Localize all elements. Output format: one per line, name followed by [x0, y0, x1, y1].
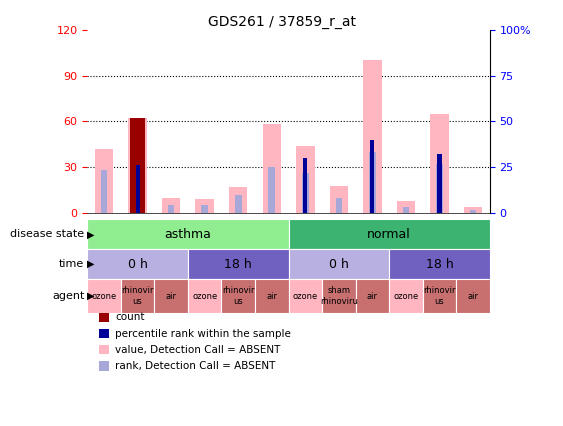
Bar [370, 140, 374, 213]
Bar [235, 195, 242, 213]
Bar [389, 279, 423, 313]
Bar [389, 249, 490, 279]
Bar [87, 249, 188, 279]
Bar [195, 199, 214, 213]
Bar [269, 167, 275, 213]
Bar [101, 170, 108, 213]
Text: rank, Detection Call = ABSENT: rank, Detection Call = ABSENT [115, 361, 276, 371]
Bar [128, 118, 147, 213]
Bar [121, 279, 154, 313]
Bar [303, 158, 307, 213]
Text: ▶: ▶ [87, 259, 94, 269]
Bar [470, 210, 476, 213]
Text: ozone: ozone [91, 291, 117, 301]
Bar [87, 279, 121, 313]
Bar [130, 118, 145, 213]
Text: 0 h: 0 h [128, 258, 148, 271]
Bar [363, 60, 382, 213]
Bar [322, 279, 356, 313]
Text: ozone: ozone [394, 291, 418, 301]
Bar [423, 279, 456, 313]
Text: rhinovir
us: rhinovir us [222, 286, 254, 306]
Bar [188, 279, 221, 313]
Text: 18 h: 18 h [426, 258, 453, 271]
Text: sham
rhinoviru: sham rhinoviru [320, 286, 358, 306]
Bar [329, 186, 348, 213]
Text: time: time [59, 259, 84, 269]
Bar [397, 201, 415, 213]
Bar [162, 198, 180, 213]
Text: 18 h: 18 h [224, 258, 252, 271]
Bar [289, 219, 490, 249]
Bar [430, 114, 449, 213]
Text: count: count [115, 312, 145, 322]
Text: value, Detection Call = ABSENT: value, Detection Call = ABSENT [115, 345, 281, 355]
Text: ▶: ▶ [87, 291, 94, 301]
Text: agent: agent [52, 291, 84, 301]
Bar [134, 173, 141, 213]
Text: air: air [367, 291, 378, 301]
Bar [403, 207, 409, 213]
Text: percentile rank within the sample: percentile rank within the sample [115, 328, 291, 339]
Bar [336, 198, 342, 213]
Text: rhinovir
us: rhinovir us [423, 286, 455, 306]
Text: normal: normal [367, 228, 411, 241]
Bar [136, 165, 140, 213]
Text: GDS261 / 37859_r_at: GDS261 / 37859_r_at [208, 15, 355, 29]
Text: 0 h: 0 h [329, 258, 349, 271]
Bar [289, 279, 322, 313]
Bar [168, 205, 175, 213]
Bar [296, 146, 315, 213]
Text: asthma: asthma [164, 228, 211, 241]
Bar [302, 173, 309, 213]
Text: disease state: disease state [10, 229, 84, 239]
Text: ozone: ozone [293, 291, 318, 301]
Text: ▶: ▶ [87, 229, 94, 239]
Bar [154, 279, 188, 313]
Bar [437, 154, 441, 213]
Bar [289, 249, 389, 279]
Bar [436, 164, 443, 213]
Bar [369, 152, 376, 213]
Bar [188, 249, 289, 279]
Text: air: air [266, 291, 277, 301]
Bar [255, 279, 289, 313]
Bar [202, 205, 208, 213]
Bar [456, 279, 490, 313]
Bar [464, 207, 482, 213]
Bar [87, 219, 289, 249]
Bar [95, 149, 113, 213]
Text: air: air [467, 291, 479, 301]
Text: ozone: ozone [192, 291, 217, 301]
Text: rhinovir
us: rhinovir us [122, 286, 154, 306]
Text: air: air [166, 291, 177, 301]
Bar [221, 279, 255, 313]
Bar [262, 124, 281, 213]
Bar [229, 187, 248, 213]
Bar [356, 279, 389, 313]
